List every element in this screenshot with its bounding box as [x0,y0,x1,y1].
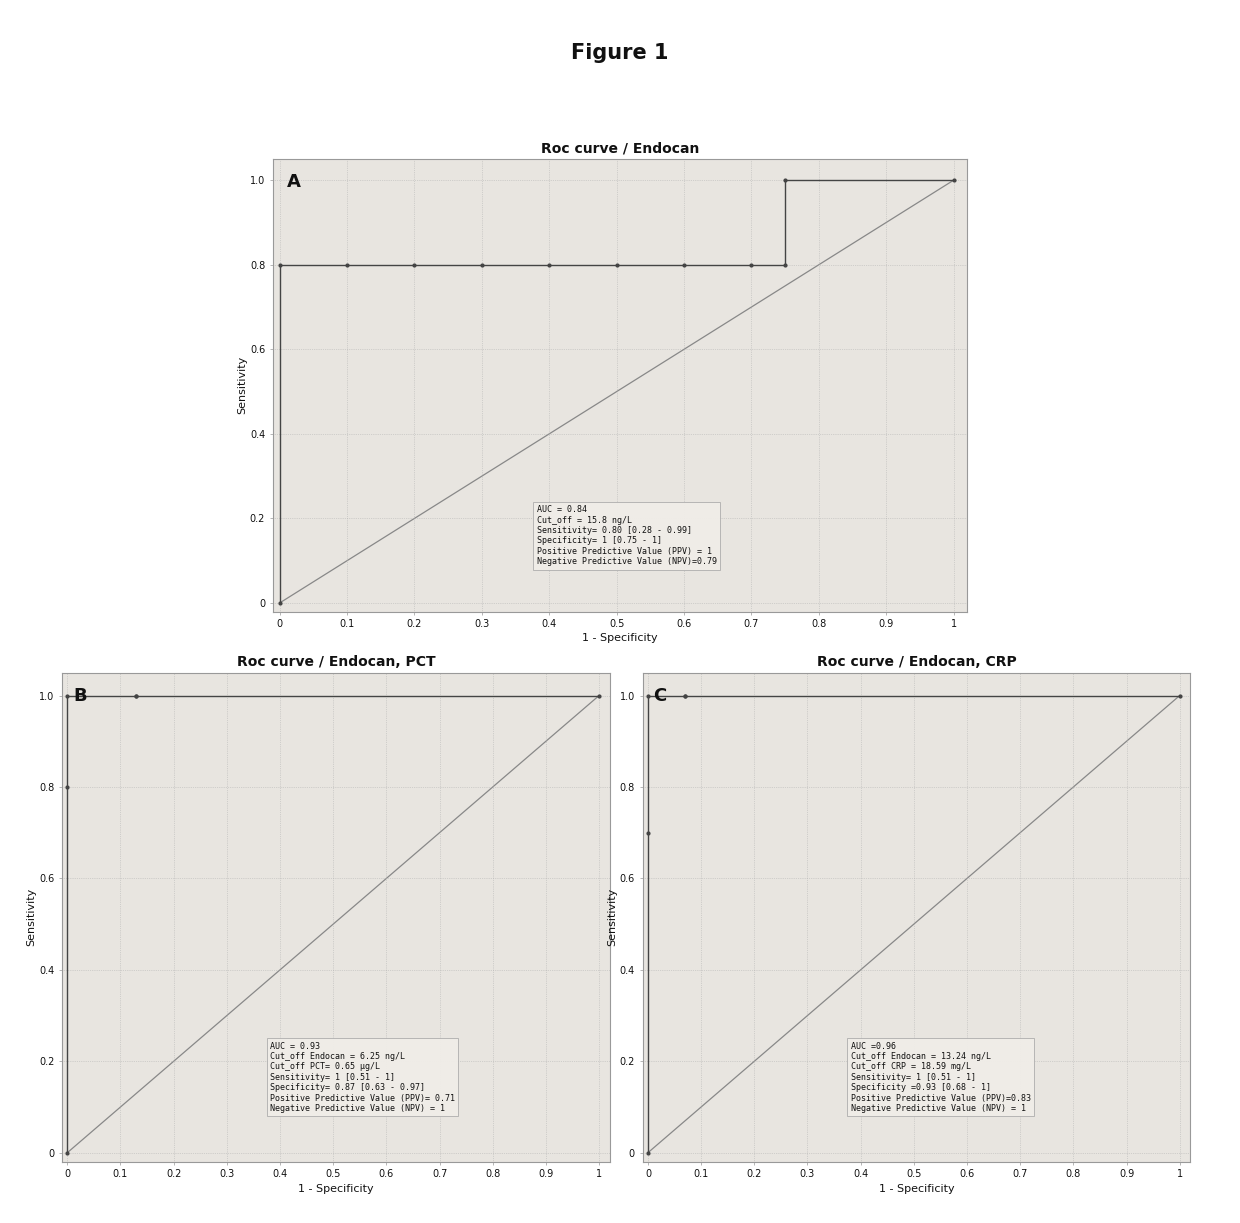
Y-axis label: Sensitivity: Sensitivity [237,356,247,415]
X-axis label: 1 - Specificity: 1 - Specificity [583,634,657,643]
X-axis label: 1 - Specificity: 1 - Specificity [879,1184,955,1194]
Text: A: A [286,172,300,191]
Text: AUC = 0.93
Cut_off Endocan = 6.25 ng/L
Cut_off PCT= 0.65 μg/L
Sensitivity= 1 [0.: AUC = 0.93 Cut_off Endocan = 6.25 ng/L C… [270,1042,455,1113]
Text: B: B [73,687,87,706]
X-axis label: 1 - Specificity: 1 - Specificity [298,1184,373,1194]
Text: C: C [653,687,667,706]
Title: Roc curve / Endocan, CRP: Roc curve / Endocan, CRP [817,654,1017,669]
Title: Roc curve / Endocan: Roc curve / Endocan [541,141,699,155]
Y-axis label: Sensitivity: Sensitivity [26,888,36,947]
Y-axis label: Sensitivity: Sensitivity [606,888,616,947]
Text: AUC = 0.84
Cut_off = 15.8 ng/L
Sensitivity= 0.80 [0.28 - 0.99]
Specificity= 1 [0: AUC = 0.84 Cut_off = 15.8 ng/L Sensitivi… [537,505,717,566]
Title: Roc curve / Endocan, PCT: Roc curve / Endocan, PCT [237,654,435,669]
Text: AUC =0.96
Cut_off Endocan = 13.24 ng/L
Cut_off CRP = 18.59 mg/L
Sensitivity= 1 [: AUC =0.96 Cut_off Endocan = 13.24 ng/L C… [851,1042,1030,1113]
Text: Figure 1: Figure 1 [572,43,668,62]
